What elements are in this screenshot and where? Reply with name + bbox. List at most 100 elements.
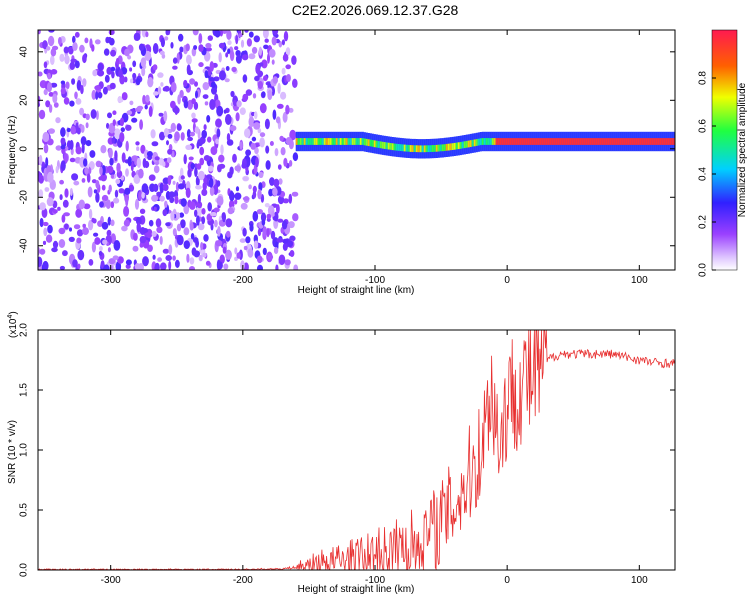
band-core [633,138,636,145]
noise-cell [255,157,259,168]
noise-cell [259,103,267,114]
noise-cell [164,36,169,41]
noise-cell [288,107,294,113]
band-core [459,142,462,149]
noise-cell [180,219,186,229]
noise-cell [148,106,153,117]
band-core [457,142,460,150]
noise-cell [235,186,240,192]
noise-cell [209,99,216,110]
noise-cell [38,189,44,198]
band-core [525,138,528,145]
colorbar-gradient [711,29,738,271]
band-core [637,138,640,145]
band-core [593,138,596,145]
noise-cell [202,252,207,258]
y-tick-label: 0.0 [19,563,30,577]
noise-cell [266,227,270,238]
noise-cell [162,161,166,168]
noise-cell [234,247,238,255]
noise-cell [104,74,110,83]
noise-cell [117,96,124,103]
noise-cell [131,155,139,162]
y-tick-label: -40 [19,238,30,253]
noise-cell [213,207,220,213]
noise-cell [278,178,283,185]
noise-cell [185,187,191,198]
band-core [663,138,666,145]
band-core [523,138,526,145]
noise-cell [219,70,226,81]
noise-cell [179,46,184,53]
band-core [635,138,638,145]
noise-cell [111,71,115,79]
noise-cell [195,185,202,190]
noise-cell [69,61,76,70]
noise-cell [103,264,110,270]
noise-cell [133,232,138,241]
noise-cell [183,240,190,250]
noise-cell [180,198,187,207]
noise-cell [42,260,49,270]
noise-cell [203,234,209,242]
noise-cell [176,234,184,246]
band-core [325,138,328,145]
noise-cell [57,206,61,211]
noise-cell [273,178,280,188]
noise-cell [281,67,286,75]
noise-cell [205,47,213,52]
noise-cell [207,202,212,212]
noise-cell [59,179,64,185]
noise-cell [135,216,142,225]
noise-cell [82,78,87,87]
band-core [491,138,494,145]
noise-cell [227,40,232,46]
noise-cell [285,47,291,56]
noise-cell [82,227,89,236]
noise-cell [255,63,261,75]
band-core [537,138,540,145]
band-core [453,142,456,150]
noise-cell [79,107,85,116]
noise-cell [283,157,288,167]
noise-cell [239,238,246,243]
noise-cell [110,66,116,72]
noise-cell [282,53,289,62]
noise-cell [279,135,284,142]
noise-cell [139,208,146,214]
colorbar-tick-label: 0.4 [698,167,709,181]
band-core [475,139,478,146]
noise-cell [242,176,249,181]
band-core [343,138,346,145]
noise-cell [144,160,150,169]
band-core [425,145,428,153]
noise-cell [208,177,214,188]
noise-cell [138,191,143,201]
noise-cell [229,50,235,62]
noise-cell [291,55,297,65]
band-core [481,138,484,145]
noise-cell [210,81,216,88]
noise-cell [140,144,146,154]
noise-cell [80,84,84,95]
noise-cell [186,54,192,65]
noise-cell [265,160,271,170]
noise-cell [280,147,286,156]
band-core [585,138,588,145]
noise-cell [75,122,79,132]
noise-cell [125,124,132,131]
noise-cell [225,114,232,125]
noise-cell [160,82,164,87]
noise-cell [86,173,91,183]
noise-cell [48,92,54,97]
noise-cell [226,139,234,146]
noise-cell [170,211,175,221]
noise-cell [211,86,217,95]
noise-cell [113,240,121,251]
noise-cell [127,55,132,60]
noise-cell [167,133,173,139]
noise-cell [275,116,281,124]
noise-cell [103,48,110,56]
noise-cell [121,92,128,101]
noise-cell [183,79,188,88]
